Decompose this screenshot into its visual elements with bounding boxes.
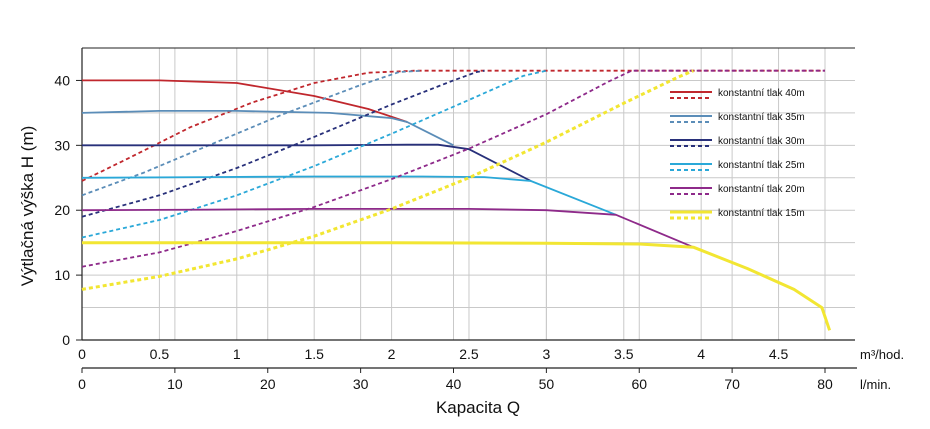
legend: konstantní tlak 40m konstantní tlak 35m ko… bbox=[670, 88, 805, 220]
x-tick-label-primary: 1 bbox=[233, 346, 241, 362]
y-tick-label: 10 bbox=[54, 267, 70, 283]
dashed-curve bbox=[81, 69, 485, 218]
x-tick-label-primary: 0 bbox=[78, 346, 86, 362]
x-tick-labels-secondary: 0 10 20 30 40 50 60 70 80 bbox=[78, 368, 833, 392]
y-tick-label: 30 bbox=[54, 137, 70, 153]
x-tick-label-primary: 2.5 bbox=[459, 346, 479, 362]
solid-curve bbox=[81, 208, 694, 249]
x-tick-label-primary: 3 bbox=[542, 346, 550, 362]
y-tick-labels: 0 10 20 30 40 bbox=[54, 72, 82, 348]
legend-label: konstantní tlak 30m bbox=[718, 136, 805, 147]
y-tick-label: 20 bbox=[54, 202, 70, 218]
x-tick-label-primary: 2 bbox=[388, 346, 396, 362]
x-tick-label-secondary: 20 bbox=[260, 376, 276, 392]
x-tick-label-secondary: 70 bbox=[724, 376, 740, 392]
x-axis-title: Kapacita Q bbox=[436, 398, 520, 417]
legend-label: konstantní tlak 15m bbox=[718, 208, 805, 219]
x-tick-label-secondary: 80 bbox=[817, 376, 833, 392]
x-tick-label-secondary: 30 bbox=[353, 376, 369, 392]
x-tick-label-secondary: 60 bbox=[631, 376, 647, 392]
x-tick-label-secondary: 50 bbox=[539, 376, 555, 392]
dashed-curve bbox=[81, 69, 825, 182]
x-tick-labels-primary: 0 0.5 1 1.5 2 2.5 3 3.5 4 4.5 bbox=[78, 346, 788, 362]
dashed-curve bbox=[81, 69, 694, 291]
x-tick-label-secondary: 0 bbox=[78, 376, 86, 392]
legend-label: konstantní tlak 25m bbox=[718, 160, 805, 171]
x-tick-label-primary: 4 bbox=[697, 346, 705, 362]
x-unit-primary: m³/hod. bbox=[860, 347, 904, 362]
x-tick-label-primary: 0.5 bbox=[150, 346, 170, 362]
solid-curve bbox=[82, 143, 532, 182]
x-tick-label-primary: 4.5 bbox=[769, 346, 789, 362]
x-unit-secondary: l/min. bbox=[860, 377, 891, 392]
solid-curve bbox=[82, 241, 832, 331]
curves bbox=[81, 69, 832, 331]
solid-curve bbox=[81, 110, 454, 147]
legend-label: konstantní tlak 20m bbox=[718, 184, 805, 195]
dashed-curve bbox=[81, 69, 547, 239]
x-tick-label-secondary: 10 bbox=[167, 376, 183, 392]
legend-label: konstantní tlak 40m bbox=[718, 88, 805, 99]
y-tick-label: 0 bbox=[62, 332, 70, 348]
x-tick-label-primary: 3.5 bbox=[614, 346, 634, 362]
dashed-curve bbox=[81, 69, 423, 197]
y-tick-label: 40 bbox=[54, 72, 70, 88]
plot-frame bbox=[81, 47, 855, 341]
solid-curve bbox=[81, 175, 617, 216]
x-tick-label-primary: 1.5 bbox=[304, 346, 324, 362]
y-axis-title: Výtlačná výška H (m) bbox=[18, 126, 37, 287]
x-tick-label-secondary: 40 bbox=[446, 376, 462, 392]
legend-label: konstantní tlak 35m bbox=[718, 112, 805, 123]
